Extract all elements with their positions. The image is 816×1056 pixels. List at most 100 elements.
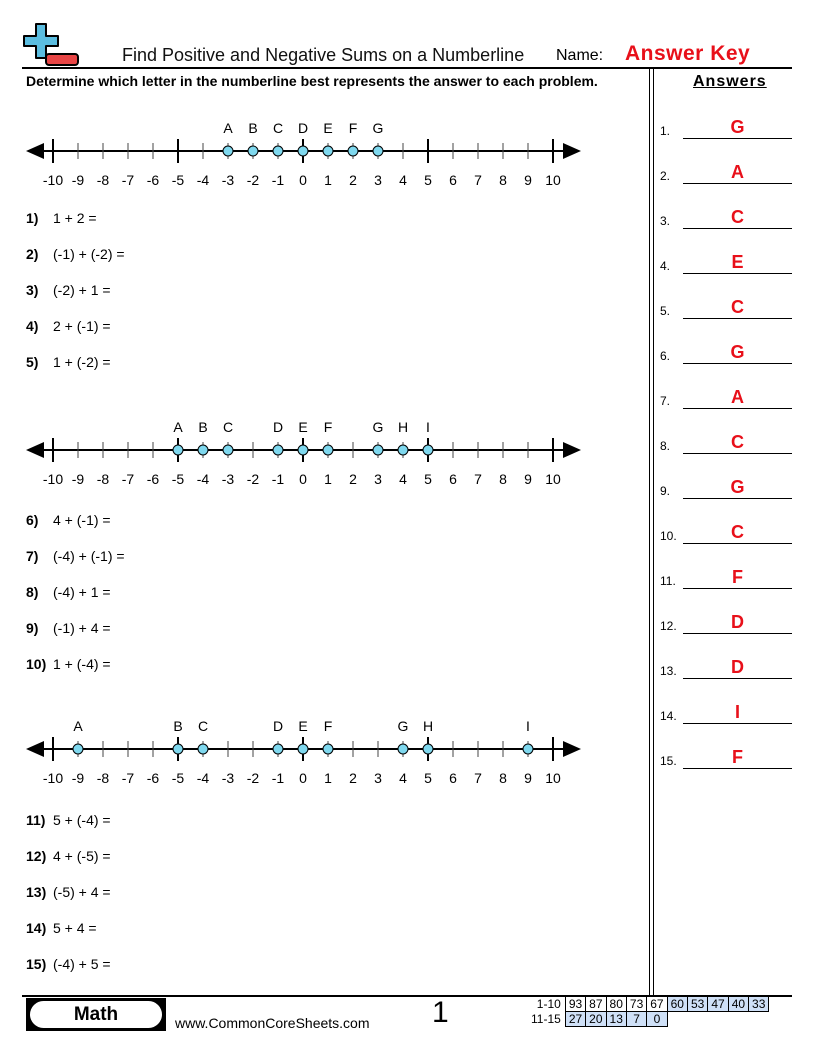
point-letter: G	[398, 718, 409, 734]
point-letter: A	[73, 718, 83, 734]
score-cell: 20	[585, 1011, 607, 1027]
score-cell: 33	[748, 996, 770, 1012]
answer-number: 7.	[660, 394, 671, 408]
score-cell: 93	[564, 996, 587, 1012]
point-marker	[272, 743, 284, 755]
point-marker	[222, 444, 234, 456]
tick-label: -9	[72, 471, 85, 487]
tick-label: 1	[324, 172, 332, 188]
problem-text: (-4) + 1 =	[53, 584, 111, 600]
tick-label: 4	[399, 471, 407, 487]
problem-text: (-4) + 5 =	[53, 956, 111, 972]
tick-label: -7	[122, 770, 135, 786]
subject-label: Math	[30, 1001, 162, 1028]
tick-label: -8	[97, 770, 110, 786]
score-cell: 80	[605, 996, 627, 1012]
score-cell: 53	[686, 996, 709, 1012]
problem-number: 6)	[26, 512, 39, 528]
tick-label: 3	[374, 172, 382, 188]
score-row-label: 11-15	[531, 1012, 561, 1026]
score-cell: 27	[564, 1011, 587, 1027]
answers-heading: Answers	[693, 73, 767, 90]
point-marker	[247, 145, 259, 157]
score-cell: 67	[646, 996, 668, 1012]
tick-label: 1	[324, 770, 332, 786]
problem-text: 4 + (-1) =	[53, 512, 111, 528]
tick-label: 2	[349, 471, 357, 487]
point-marker	[422, 743, 434, 755]
point-marker	[522, 743, 534, 755]
answer-value: F	[683, 568, 792, 589]
problem-text: (-1) + 4 =	[53, 620, 111, 636]
tick-label: 5	[424, 471, 432, 487]
tick-label: 8	[499, 172, 507, 188]
answer-number: 13.	[660, 664, 677, 678]
point-letter: I	[426, 419, 430, 435]
tick-label: -1	[272, 471, 285, 487]
worksheet-title: Find Positive and Negative Sums on a Num…	[122, 45, 525, 65]
problem-text: 1 + (-4) =	[53, 656, 111, 672]
tick-label: 7	[474, 471, 482, 487]
problem: 5) 1 + (-2) =	[26, 354, 111, 370]
point-letter: D	[298, 120, 308, 136]
problem: 11) 5 + (-4) =	[26, 812, 111, 828]
point-letter: H	[398, 419, 408, 435]
answer-number: 11.	[660, 574, 676, 588]
problem: 2) (-1) + (-2) =	[26, 246, 125, 262]
problem: 15) (-4) + 5 =	[26, 956, 111, 972]
problem: 12) 4 + (-5) =	[26, 848, 111, 864]
right-arrow-icon	[563, 143, 581, 159]
tick-label: 8	[499, 471, 507, 487]
numberline: -10 -9 -8 -7 -6 -5 -4 -3 -2 -1 0 1 2 3 4 5 6 7 8 9 10A B C D E F G…	[26, 718, 581, 786]
left-arrow-icon	[26, 741, 44, 757]
tick-label: -7	[122, 471, 135, 487]
point-marker	[322, 444, 334, 456]
column-divider	[653, 68, 654, 996]
problem-text: 5 + (-4) =	[53, 812, 111, 828]
subject-badge: Math	[26, 998, 166, 1031]
tick-label: 10	[545, 770, 561, 786]
point-letter: B	[173, 718, 182, 734]
point-letter: B	[248, 120, 257, 136]
score-cell: 73	[625, 996, 648, 1012]
tick-label: -9	[72, 172, 85, 188]
tick-label: 6	[449, 770, 457, 786]
header-divider	[22, 67, 792, 69]
problem-text: (-4) + (-1) =	[53, 548, 125, 564]
tick-label: -3	[222, 770, 235, 786]
tick-label: -6	[147, 172, 160, 188]
answer-number: 5.	[660, 304, 671, 318]
problem: 10) 1 + (-4) =	[26, 656, 111, 672]
point-marker	[297, 444, 309, 456]
answer-value: C	[683, 433, 792, 454]
point-marker	[197, 444, 209, 456]
tick-label: -7	[122, 172, 135, 188]
point-letter: H	[423, 718, 433, 734]
point-marker	[172, 743, 184, 755]
answer-number: 8.	[660, 439, 671, 453]
tick-label: 5	[424, 770, 432, 786]
answer-number: 3.	[660, 214, 671, 228]
tick-label: -2	[247, 770, 260, 786]
score-cell: 87	[585, 996, 607, 1012]
point-letter: B	[198, 419, 207, 435]
point-marker	[372, 444, 384, 456]
tick-label: -1	[272, 172, 285, 188]
point-letter: C	[273, 120, 283, 136]
answer-number: 9.	[660, 484, 671, 498]
answer-value: A	[683, 388, 792, 409]
problem-text: (-1) + (-2) =	[53, 246, 125, 262]
problem-text: 2 + (-1) =	[53, 318, 111, 334]
problem-text: 5 + 4 =	[53, 920, 97, 936]
tick-label: 9	[524, 770, 532, 786]
tick-label: 8	[499, 770, 507, 786]
problem-number: 13)	[26, 884, 47, 900]
point-marker	[372, 145, 384, 157]
point-letter: E	[323, 120, 332, 136]
score-cell: 60	[666, 996, 688, 1012]
tick-label: -2	[247, 172, 260, 188]
problem-number: 12)	[26, 848, 47, 864]
answer-number: 14.	[660, 709, 677, 723]
tick-label: 9	[524, 172, 532, 188]
point-marker	[397, 743, 409, 755]
